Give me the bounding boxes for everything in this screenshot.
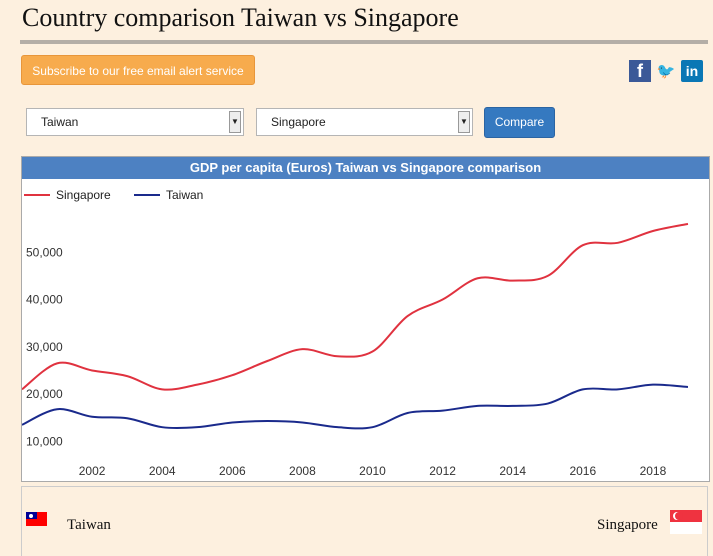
- x-tick-label: 2004: [149, 464, 176, 478]
- x-tick-label: 2018: [640, 464, 667, 478]
- title-divider: [20, 40, 708, 44]
- twitter-icon[interactable]: 🐦: [656, 63, 676, 80]
- y-tick-label: 20,000: [26, 387, 63, 401]
- subscribe-button[interactable]: Subscribe to our free email alert servic…: [21, 55, 255, 85]
- legend-label: Taiwan: [166, 188, 203, 202]
- y-tick-label: 10,000: [26, 434, 63, 448]
- y-tick-label: 50,000: [26, 245, 63, 259]
- x-tick-label: 2010: [359, 464, 386, 478]
- singapore-flag-icon: [670, 510, 702, 534]
- country2-select[interactable]: Singapore ▼: [256, 108, 473, 136]
- left-country-label: Taiwan: [67, 517, 111, 533]
- x-tick-label: 2002: [79, 464, 106, 478]
- y-tick-label: 30,000: [26, 340, 63, 354]
- facebook-icon[interactable]: f: [629, 60, 651, 82]
- taiwan-flag-icon: [26, 512, 47, 526]
- chart-plot: Singapore Taiwan 10,000 20,000 30,000 40,000 5…: [22, 188, 689, 478]
- chart-title: GDP per capita (Euros) Taiwan vs Singapo…: [22, 157, 709, 179]
- chevron-down-icon[interactable]: ▼: [229, 111, 241, 133]
- country2-value: Singapore: [271, 115, 326, 129]
- country1-value: Taiwan: [41, 115, 79, 129]
- series-line-singapore: [22, 222, 689, 391]
- x-tick-label: 2016: [569, 464, 596, 478]
- x-tick-label: 2008: [289, 464, 316, 478]
- chevron-down-icon[interactable]: ▼: [458, 111, 470, 133]
- x-tick-label: 2006: [219, 464, 246, 478]
- flag-panel: [21, 486, 708, 556]
- right-country-label: Singapore: [597, 517, 658, 533]
- y-tick-label: 40,000: [26, 293, 63, 307]
- page-title: Country comparison Taiwan vs Singapore: [22, 3, 459, 32]
- linkedin-icon[interactable]: in: [681, 60, 703, 82]
- gdp-chart: GDP per capita (Euros) Taiwan vs Singapo…: [21, 156, 710, 482]
- x-tick-label: 2014: [499, 464, 526, 478]
- x-tick-label: 2012: [429, 464, 456, 478]
- legend-label: Singapore: [56, 188, 111, 202]
- compare-button[interactable]: Compare: [484, 107, 555, 138]
- country1-select[interactable]: Taiwan ▼: [26, 108, 244, 136]
- series-line-taiwan: [22, 383, 689, 430]
